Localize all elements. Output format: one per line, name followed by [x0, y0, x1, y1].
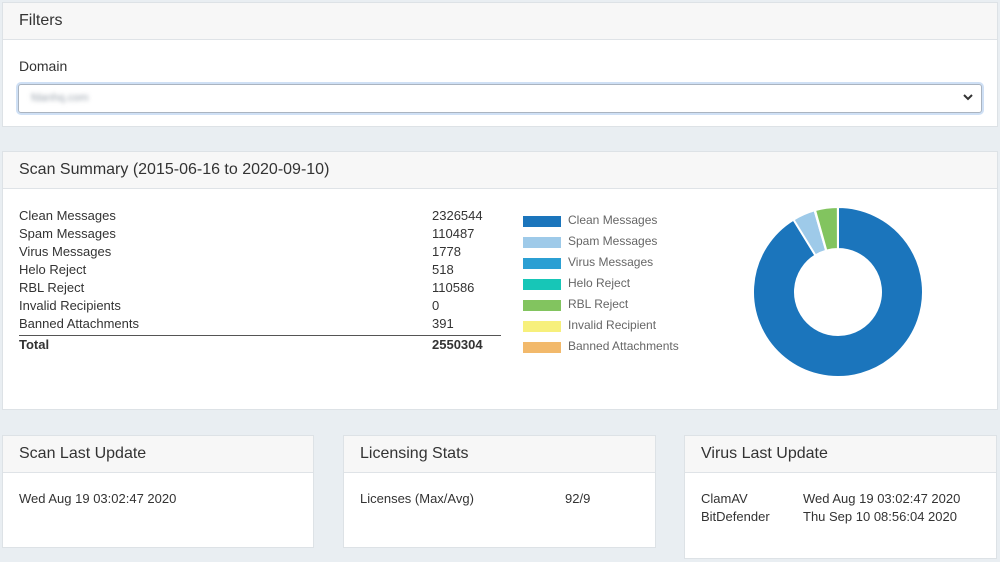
stat-row: Helo Reject 518 [19, 261, 501, 279]
legend-label: Banned Attachments [568, 339, 679, 353]
stat-row: Virus Messages 1778 [19, 243, 501, 261]
licenses-value: 92/9 [565, 491, 591, 506]
filters-panel: Filters Domain fdanhq.com [2, 2, 998, 127]
stat-value: 110487 [432, 226, 475, 241]
domain-select-value: fdanhq.com [31, 92, 89, 104]
stat-row: RBL Reject 110586 [19, 279, 501, 297]
stat-value: 110586 [432, 280, 475, 295]
licenses-label: Licenses (Max/Avg) [360, 491, 474, 506]
domain-label: Domain [19, 58, 68, 74]
legend-swatch [523, 258, 561, 269]
summary-stats-table: Clean Messages 2326544 Spam Messages 110… [19, 207, 501, 354]
scan-summary-panel: Scan Summary (2015-06-16 to 2020-09-10) … [2, 151, 998, 410]
legend-label: Virus Messages [568, 255, 654, 269]
scan-last-update-value: Wed Aug 19 03:02:47 2020 [19, 491, 177, 506]
total-value: 2550304 [432, 337, 483, 352]
licensing-stats-title: Licensing Stats [344, 436, 655, 473]
stat-label: Banned Attachments [19, 316, 139, 331]
scan-last-update-panel: Scan Last Update Wed Aug 19 03:02:47 202… [2, 435, 314, 548]
chevron-down-icon [963, 94, 973, 101]
engine-update-date: Thu Sep 10 08:56:04 2020 [803, 509, 957, 524]
domain-select[interactable]: fdanhq.com [18, 84, 982, 113]
legend-swatch [523, 237, 561, 248]
stat-value: 391 [432, 316, 454, 331]
stat-label: Virus Messages [19, 244, 112, 259]
stat-row: Spam Messages 110487 [19, 225, 501, 243]
legend-label: Helo Reject [568, 276, 631, 290]
stat-row: Banned Attachments 391 [19, 315, 501, 333]
legend-swatch [523, 321, 561, 332]
legend-swatch [523, 342, 561, 353]
stat-label: Spam Messages [19, 226, 116, 241]
engine-name: BitDefender [701, 509, 770, 524]
filters-title: Filters [3, 3, 997, 40]
legend-swatch [523, 300, 561, 311]
legend-swatch [523, 279, 561, 290]
scan-summary-title: Scan Summary (2015-06-16 to 2020-09-10) [3, 152, 997, 189]
donut-chart [752, 205, 924, 378]
legend-label: RBL Reject [568, 297, 629, 311]
donut-slice-clean-messages [752, 205, 924, 378]
stat-value: 0 [432, 298, 440, 313]
virus-last-update-title: Virus Last Update [685, 436, 996, 473]
scan-last-update-title: Scan Last Update [3, 436, 313, 473]
engine-update-date: Wed Aug 19 03:02:47 2020 [803, 491, 961, 506]
legend-swatch [523, 216, 561, 227]
stat-label: RBL Reject [19, 280, 85, 295]
legend-label: Clean Messages [568, 213, 658, 227]
stat-value: 2326544 [432, 208, 483, 223]
stat-label: Helo Reject [19, 262, 87, 277]
stat-value: 518 [432, 262, 454, 277]
stat-label: Invalid Recipients [19, 298, 121, 313]
stat-row: Clean Messages 2326544 [19, 207, 501, 225]
stat-value: 1778 [432, 244, 461, 259]
legend-label: Spam Messages [568, 234, 658, 248]
virus-last-update-panel: Virus Last Update ClamAV Wed Aug 19 03:0… [684, 435, 997, 559]
engine-name: ClamAV [701, 491, 748, 506]
total-row: Total 2550304 [19, 335, 501, 354]
stat-label: Clean Messages [19, 208, 116, 223]
total-label: Total [19, 337, 50, 352]
legend-label: Invalid Recipient [568, 318, 657, 332]
stat-row: Invalid Recipients 0 [19, 297, 501, 315]
licensing-stats-panel: Licensing Stats Licenses (Max/Avg) 92/9 [343, 435, 656, 548]
